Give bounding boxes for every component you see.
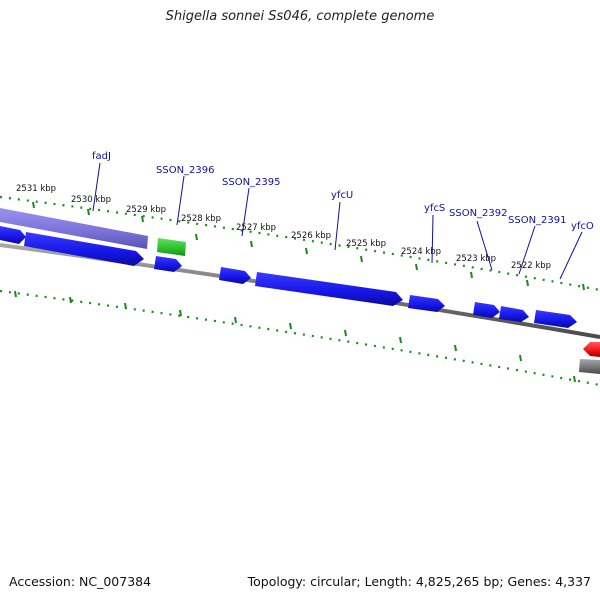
major-ticks-bottom: [14, 290, 576, 383]
label-leaders: [92, 162, 583, 280]
scale-label: 2526 kbp: [291, 231, 331, 241]
gene-label-sson-2395: SSON_2395: [222, 177, 281, 188]
scale-label: 2524 kbp: [401, 247, 441, 257]
gene-label-yfcU: yfcU: [331, 190, 353, 201]
cds-arrow[interactable]: [534, 310, 577, 328]
cds-arrow[interactable]: [24, 232, 144, 266]
scale-label: 2531 kbp: [16, 184, 56, 194]
cds-arrow[interactable]: [499, 306, 529, 322]
scale-label: 2525 kbp: [346, 239, 386, 249]
cds-arrow[interactable]: [255, 272, 403, 306]
genome-summary: Topology: circular; Length: 4,825,265 bp…: [247, 574, 591, 589]
scale-label: 2527 kbp: [236, 223, 276, 233]
gene-label-sson-2396: SSON_2396: [156, 165, 215, 176]
cds-arrow[interactable]: [0, 226, 26, 244]
gene-label-fadJ: fadJ: [92, 151, 111, 162]
scale-label: 2530 kbp: [71, 195, 111, 205]
cds-arrow[interactable]: [219, 267, 251, 284]
rna-feature[interactable]: [583, 342, 600, 357]
gene-label-yfcS: yfcS: [424, 203, 445, 214]
accession-label: Accession: NC_007384: [9, 574, 152, 589]
gene-label-sson-2392: SSON_2392: [449, 208, 508, 219]
major-ticks-top: [32, 201, 585, 291]
scale-label: 2522 kbp: [511, 261, 551, 271]
cds-features: [0, 226, 577, 328]
scale-label: 2523 kbp: [456, 254, 496, 264]
gene-label-yfcO: yfcO: [571, 221, 594, 232]
scale-label: 2528 kbp: [181, 214, 221, 224]
gene-feature-fadJ[interactable]: [0, 208, 148, 249]
gene-feature-green[interactable]: [157, 238, 186, 256]
scale-label: 2529 kbp: [126, 205, 166, 215]
cds-arrow[interactable]: [408, 295, 445, 312]
cds-arrow[interactable]: [154, 256, 182, 272]
scale-ring-inner: [0, 289, 600, 387]
cds-arrow[interactable]: [473, 302, 500, 318]
gene-labels: fadJ SSON_2396 SSON_2395 yfcU yfcS SSON_…: [92, 151, 594, 232]
scale-labels: 2531 kbp 2530 kbp 2529 kbp 2528 kbp 2527…: [16, 184, 551, 271]
map-title: Shigella sonnei Ss046, complete genome: [165, 9, 435, 24]
gene-label-sson-2391: SSON_2391: [508, 215, 567, 226]
grey-feature[interactable]: [579, 359, 600, 374]
